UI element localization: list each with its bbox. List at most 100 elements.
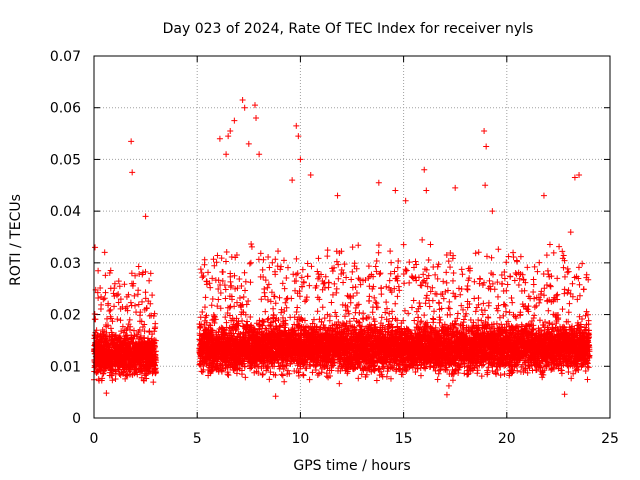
- data-point: [111, 280, 118, 287]
- data-point: [262, 325, 269, 332]
- data-point: [236, 294, 243, 301]
- data-point: [215, 296, 222, 303]
- data-point: [152, 337, 159, 344]
- data-point: [203, 319, 210, 326]
- data-point: [329, 268, 336, 275]
- data-point: [376, 271, 383, 278]
- data-point: [228, 282, 235, 289]
- data-point: [124, 307, 131, 314]
- data-point: [366, 293, 373, 300]
- data-point: [279, 280, 286, 287]
- data-point: [148, 312, 155, 319]
- data-point: [139, 323, 146, 330]
- data-point: [348, 276, 355, 283]
- data-point: [102, 289, 109, 296]
- data-point: [152, 362, 159, 369]
- data-point: [131, 292, 138, 299]
- data-marks: [91, 96, 593, 400]
- data-point: [112, 331, 119, 338]
- data-point: [261, 293, 268, 300]
- data-point: [239, 371, 246, 378]
- data-point: [242, 278, 249, 285]
- data-point: [198, 321, 205, 328]
- data-point: [259, 266, 266, 273]
- data-point: [211, 319, 218, 326]
- data-point: [112, 367, 119, 374]
- data-point: [400, 241, 407, 248]
- data-point: [271, 293, 278, 300]
- data-point: [352, 304, 359, 311]
- data-point: [324, 247, 331, 254]
- data-point: [288, 295, 295, 302]
- data-point: [373, 258, 380, 265]
- data-point: [125, 321, 132, 328]
- data-point: [201, 304, 208, 311]
- data-point: [212, 316, 219, 323]
- data-point: [99, 370, 106, 377]
- data-point: [102, 272, 109, 279]
- data-point: [247, 259, 254, 266]
- data-point: [199, 308, 206, 315]
- data-point: [293, 255, 300, 262]
- data-point: [303, 297, 310, 304]
- data-point: [100, 296, 107, 303]
- data-point: [321, 315, 328, 322]
- data-point: [319, 304, 326, 311]
- data-point: [126, 316, 133, 323]
- data-point: [136, 326, 143, 333]
- data-point: [209, 296, 216, 303]
- data-point: [122, 375, 129, 382]
- data-point: [247, 279, 254, 286]
- data-point: [142, 268, 149, 275]
- data-point: [336, 380, 343, 387]
- data-point: [278, 263, 285, 270]
- data-point: [207, 284, 214, 291]
- data-point: [240, 293, 247, 300]
- data-point: [121, 281, 128, 288]
- data-point: [95, 294, 102, 301]
- data-point: [378, 285, 385, 292]
- data-point: [258, 296, 265, 303]
- data-point: [388, 259, 395, 266]
- data-point: [137, 309, 144, 316]
- data-point: [202, 294, 209, 301]
- data-point: [218, 255, 225, 262]
- data-point: [260, 256, 267, 263]
- data-point: [293, 308, 300, 315]
- data-point: [279, 372, 286, 379]
- data-point: [248, 240, 255, 247]
- data-point: [107, 306, 114, 313]
- data-point: [201, 261, 208, 268]
- data-point: [147, 270, 154, 277]
- data-point: [304, 260, 311, 267]
- data-point: [130, 327, 137, 334]
- data-point: [314, 308, 321, 315]
- data-point: [115, 278, 122, 285]
- data-point: [281, 378, 288, 385]
- data-point: [135, 301, 142, 308]
- data-point: [353, 289, 360, 296]
- data-point: [108, 315, 115, 322]
- data-point: [209, 327, 216, 334]
- data-point: [266, 264, 273, 271]
- data-point: [257, 250, 264, 257]
- data-point: [98, 301, 105, 308]
- data-point: [146, 277, 153, 284]
- data-point: [128, 270, 135, 277]
- data-point: [383, 283, 390, 290]
- data-point: [245, 298, 252, 305]
- data-point: [243, 301, 250, 308]
- data-point: [112, 376, 119, 383]
- data-point: [306, 282, 313, 289]
- data-point: [109, 377, 116, 384]
- data-point: [211, 262, 218, 269]
- data-point: [248, 243, 255, 250]
- data-point: [360, 316, 367, 323]
- data-point: [114, 316, 121, 323]
- data-point: [214, 252, 221, 259]
- data-point: [236, 275, 243, 282]
- data-point: [223, 248, 230, 255]
- data-point: [373, 300, 380, 307]
- data-point: [262, 308, 269, 315]
- data-point: [244, 318, 251, 325]
